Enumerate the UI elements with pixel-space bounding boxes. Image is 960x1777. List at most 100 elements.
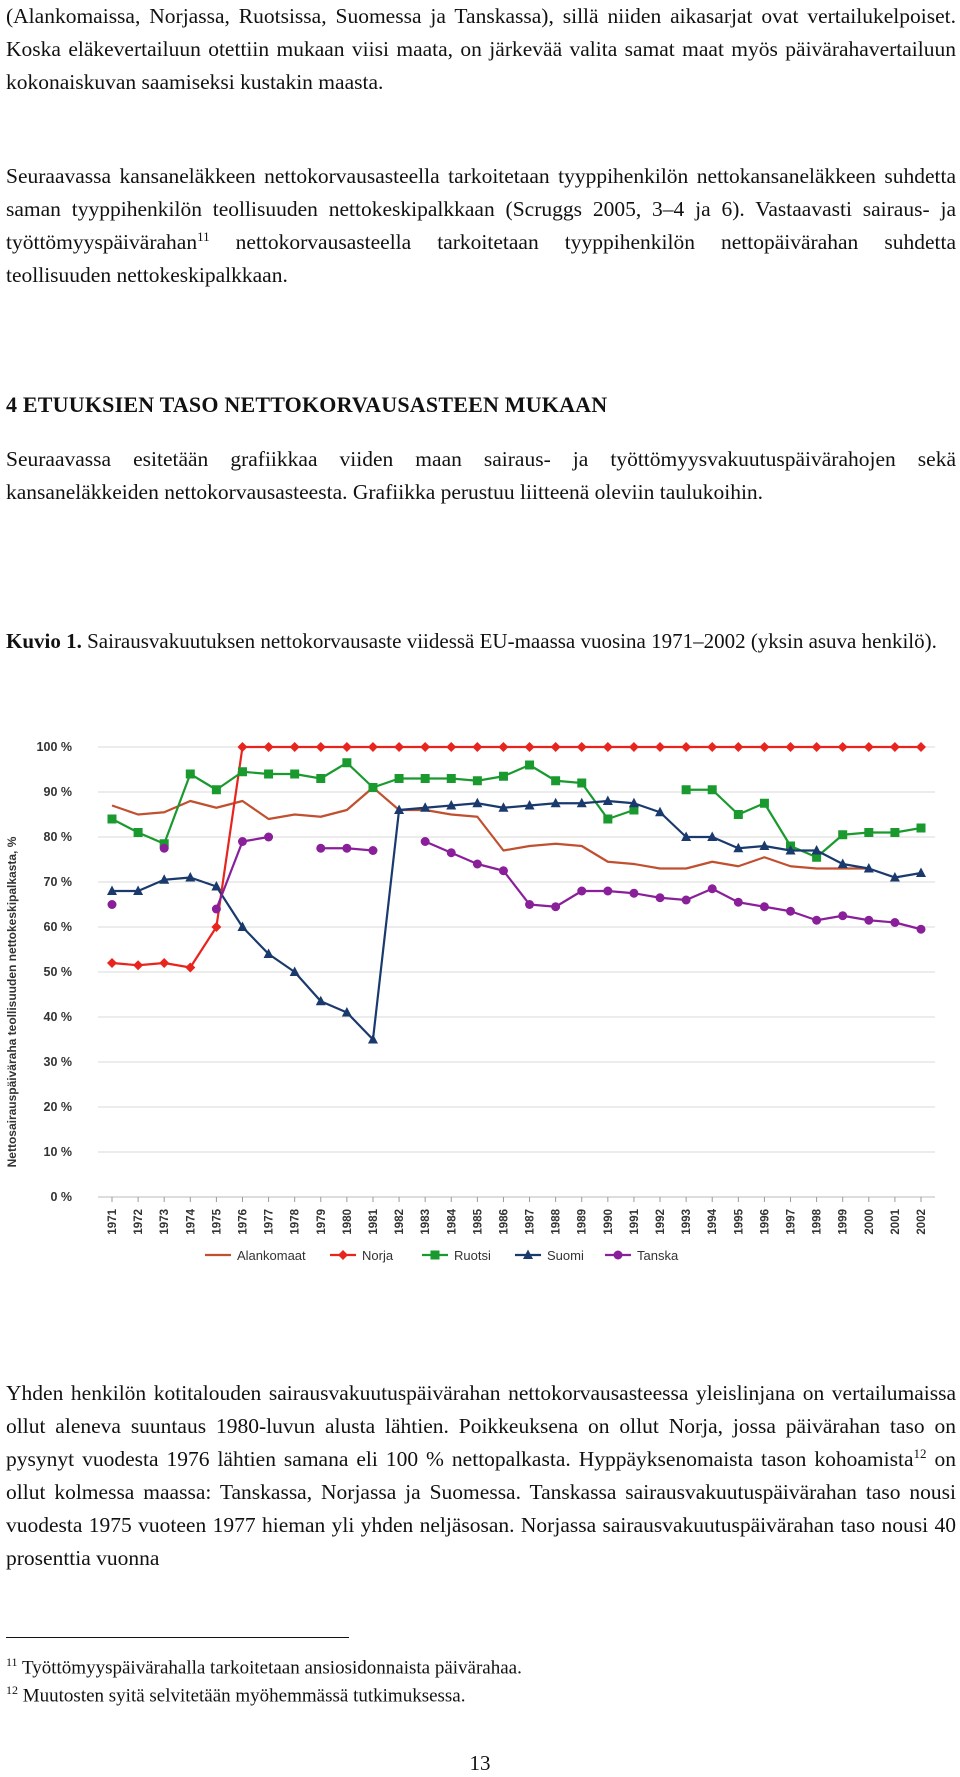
data-point-circle <box>211 904 221 914</box>
data-point-triangle <box>602 795 613 805</box>
data-point-square <box>681 785 691 795</box>
data-point-triangle <box>133 885 144 895</box>
y-tick-label: 50 % <box>44 965 73 979</box>
data-point-diamond <box>394 742 405 752</box>
data-point-triangle <box>707 831 718 841</box>
data-point-triangle <box>446 800 457 810</box>
x-tick-label: 1998 <box>812 1208 824 1234</box>
data-point-square <box>707 785 717 795</box>
data-point-diamond <box>263 742 274 752</box>
y-tick-label: 60 % <box>44 920 73 934</box>
paragraph-definition: Seuraavassa kansaneläkkeen nettokorvausa… <box>6 164 956 287</box>
data-point-diamond <box>341 742 352 752</box>
data-point-circle <box>551 902 561 912</box>
data-point-triangle <box>315 995 326 1006</box>
data-point-diamond <box>133 960 144 971</box>
data-point-square <box>368 783 378 792</box>
data-point-circle <box>707 884 717 894</box>
data-point-square <box>759 798 769 808</box>
data-point-circle <box>916 924 926 934</box>
legend-label: Tanska <box>637 1248 679 1263</box>
data-point-diamond <box>524 742 535 752</box>
x-tick-label: 1971 <box>107 1208 119 1234</box>
x-tick-label: 1997 <box>786 1209 798 1235</box>
x-tick-label: 1995 <box>733 1208 745 1234</box>
data-point-circle <box>812 915 822 925</box>
data-point-triangle <box>185 872 196 882</box>
x-tick-label: 1980 <box>342 1209 354 1235</box>
data-point-triangle <box>733 842 744 853</box>
data-point-triangle <box>367 1034 378 1044</box>
data-point-triangle <box>394 804 405 814</box>
data-point-triangle <box>889 872 900 882</box>
legend-label: Alankomaat <box>237 1248 306 1263</box>
paragraph-intro: (Alankomaissa, Norjassa, Ruotsissa, Suom… <box>6 4 956 94</box>
data-point-circle <box>838 911 848 921</box>
series-line <box>112 799 922 1041</box>
footnote-divider <box>6 1637 349 1638</box>
data-point-square <box>916 823 926 833</box>
data-point-diamond <box>759 742 770 752</box>
legend-item-alankomaat: Alankomaat <box>205 1248 306 1263</box>
data-point-triangle <box>524 800 535 810</box>
chart-background <box>0 700 960 1280</box>
series-line <box>686 788 922 859</box>
figure-caption: Kuvio 1. Sairausvakuutuksen nettokorvaus… <box>6 626 956 657</box>
y-tick-label: 100 % <box>37 740 72 754</box>
data-point-diamond <box>889 742 900 752</box>
x-tick-label: 1981 <box>368 1208 380 1234</box>
y-tick-label: 90 % <box>44 785 73 799</box>
x-tick-label: 1982 <box>394 1209 406 1235</box>
legend-item-tanska: Tanska <box>605 1248 679 1263</box>
data-point-diamond <box>159 958 170 968</box>
footnote-ref-11: 11 <box>197 228 210 244</box>
data-point-diamond <box>811 742 822 752</box>
x-tick-label: 1986 <box>498 1209 510 1235</box>
legend-item-norja: Norja <box>330 1248 394 1263</box>
section-heading: 4 ETUUKSIEN TASO NETTOKORVAUSASTEEN MUKA… <box>6 392 608 417</box>
data-point-diamond <box>367 742 378 752</box>
data-point-circle <box>759 902 769 912</box>
data-point-diamond <box>655 742 666 752</box>
data-point-triangle <box>289 966 300 976</box>
figure-caption-text: Sairausvakuutuksen nettokorvausaste viid… <box>81 629 937 653</box>
x-tick-label: 2002 <box>916 1209 928 1235</box>
data-point-triangle <box>628 797 639 808</box>
series-line <box>111 786 869 870</box>
data-point-diamond <box>446 742 457 752</box>
figure-label: Kuvio 1. <box>6 629 82 653</box>
y-axis-ticks: 0 % 10 % 20 % 30 % 40 % 50 % 60 % 70 % 80 % 90 % 1… <box>37 740 72 1204</box>
y-tick-label: 10 % <box>44 1145 73 1159</box>
data-point-circle <box>107 900 117 909</box>
data-point-square <box>498 771 508 781</box>
data-point-triangle <box>107 885 117 895</box>
paragraph-analysis: Yhden henkilön kotitalouden sairausvakuu… <box>6 1381 957 1570</box>
data-point-diamond <box>315 742 326 752</box>
data-point-triangle <box>655 806 666 817</box>
legend-item-ruotsi: Ruotsi <box>422 1248 491 1263</box>
data-point-square <box>342 758 352 768</box>
data-point-square <box>420 774 430 783</box>
x-tick-label: 1999 <box>838 1209 850 1235</box>
data-point-square <box>211 785 221 795</box>
x-tick-label: 1983 <box>420 1209 432 1235</box>
chart-series <box>107 742 926 1044</box>
data-point-circle <box>316 843 326 853</box>
data-point-triangle <box>237 921 248 931</box>
footnote-12: 12 Muutosten syitä selvitetään myöhemmäs… <box>6 1683 466 1707</box>
data-point-triangle <box>159 874 170 884</box>
data-point-triangle <box>681 831 692 841</box>
x-tick-label: 1973 <box>159 1209 171 1235</box>
data-point-square <box>525 760 535 770</box>
x-tick-label: 1976 <box>237 1209 249 1235</box>
data-point-diamond <box>916 742 926 752</box>
footnote-ref-12: 12 <box>913 1445 927 1461</box>
legend-label: Norja <box>362 1248 394 1263</box>
data-point-triangle <box>837 858 848 868</box>
x-tick-label: 2001 <box>890 1208 902 1234</box>
chart-legend: Alankomaat Norja Ruotsi Suomi Tanska <box>205 1248 679 1263</box>
data-point-circle <box>864 915 874 925</box>
legend-label: Suomi <box>547 1248 584 1263</box>
data-point-triangle <box>211 881 222 891</box>
data-point-circle <box>655 893 665 903</box>
